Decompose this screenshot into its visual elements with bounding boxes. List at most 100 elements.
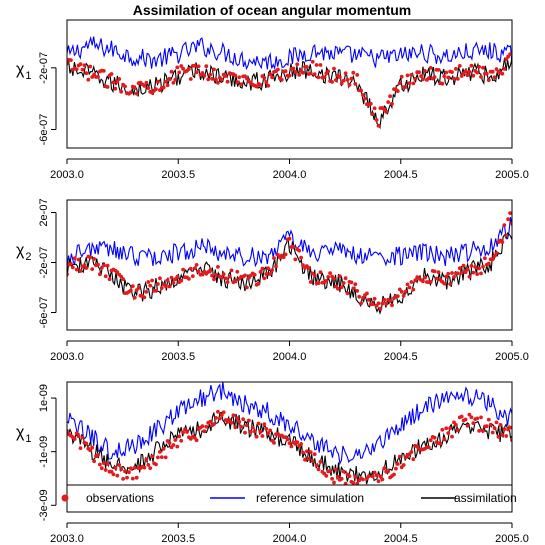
observation-point [181, 267, 186, 272]
observation-point [268, 272, 273, 276]
observation-point [492, 254, 497, 258]
observation-point [202, 73, 207, 78]
observation-point [481, 429, 485, 433]
observation-point [390, 303, 394, 308]
observation-point [376, 301, 381, 306]
panel-chi1-lower: 2003.0 2003.5 2004.0 2004.5 2005.0 1e-09 -1e-0… [16, 381, 529, 545]
observation-point [262, 76, 267, 80]
observation-point [308, 71, 313, 76]
observation-point [142, 465, 147, 470]
observation-point [332, 480, 336, 485]
observation-point [175, 65, 180, 70]
observation-point [365, 291, 369, 296]
observation-point [343, 276, 348, 281]
observation-point [219, 275, 224, 280]
observation-point [260, 434, 265, 438]
observation-point [494, 251, 499, 255]
observation-point [455, 77, 460, 81]
observation-point [345, 291, 350, 296]
observation-point [330, 80, 334, 84]
observation-point [167, 284, 172, 289]
observation-point [446, 431, 451, 435]
observation-point [148, 466, 153, 470]
observation-point [258, 430, 263, 434]
observation-point [423, 69, 427, 73]
observation-point [467, 69, 472, 74]
observation-point [353, 82, 358, 86]
observation-point [237, 419, 242, 424]
observation-point [351, 286, 356, 291]
observation-point [111, 472, 116, 477]
observation-point [210, 77, 215, 81]
observation-point [486, 78, 491, 82]
observation-point [450, 271, 454, 275]
observation-point [477, 266, 481, 271]
observation-point [128, 288, 133, 293]
observation-point [223, 74, 228, 78]
series-observations-points [67, 211, 512, 311]
series-reference-line [67, 216, 512, 270]
observation-point [502, 66, 507, 71]
observation-point [382, 466, 387, 471]
observation-point [179, 64, 184, 68]
observation-point [488, 422, 493, 427]
observation-point [115, 79, 120, 84]
observation-point [123, 469, 127, 474]
observation-point [428, 66, 433, 70]
observation-point [92, 257, 96, 261]
observation-point [469, 415, 474, 420]
observation-point [397, 454, 402, 459]
observation-point [96, 262, 100, 267]
observation-point [74, 267, 79, 272]
observation-point [378, 474, 383, 479]
panel-chi1-upper: 2003.0 2003.5 2004.0 2004.5 2005.0 -2e-07 -6e-… [16, 19, 529, 181]
observation-point [459, 74, 464, 78]
observation-point [295, 440, 300, 445]
observation-point [506, 217, 510, 222]
plot-area [67, 382, 512, 489]
observation-point [376, 123, 381, 128]
observation-point [316, 281, 321, 285]
observation-point [144, 290, 149, 294]
observation-point [270, 75, 274, 80]
observation-point [214, 273, 218, 277]
observation-point [268, 72, 273, 76]
observation-point [334, 78, 338, 82]
observation-point [413, 278, 418, 283]
observation-point [444, 274, 449, 279]
observation-point [252, 429, 257, 434]
observation-point [384, 110, 389, 114]
observation-point [196, 269, 201, 274]
observation-point [84, 441, 89, 446]
observation-point [109, 72, 114, 76]
observation-point [328, 469, 332, 474]
observation-point [287, 73, 292, 78]
series-assimilation-line [67, 411, 512, 485]
observation-point [283, 69, 288, 74]
x-tick-label: 2003.0 [50, 169, 84, 181]
observation-point [301, 70, 305, 75]
observation-point [165, 83, 170, 88]
observation-point [78, 446, 83, 451]
observation-point [163, 284, 168, 289]
observation-point [442, 74, 447, 79]
observation-point [82, 63, 87, 68]
observation-point [363, 96, 367, 101]
observation-point [314, 63, 319, 67]
observation-point [88, 64, 93, 69]
observation-point [332, 66, 336, 71]
observation-point [463, 69, 468, 74]
observation-point [351, 70, 356, 75]
observation-point [154, 462, 158, 467]
observation-point [69, 261, 73, 266]
observation-point [142, 295, 147, 300]
observation-point [200, 71, 205, 75]
observation-point [295, 62, 300, 67]
observation-point [266, 83, 271, 88]
observation-point [179, 278, 184, 283]
observation-point [490, 257, 495, 262]
observation-point [380, 301, 385, 306]
observation-point [341, 469, 346, 474]
observation-point [264, 80, 269, 85]
observation-point [171, 80, 176, 85]
